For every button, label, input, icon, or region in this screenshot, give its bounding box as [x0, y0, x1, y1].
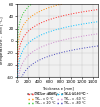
Y-axis label: Temperature - T$_{min}$ [°C]: Temperature - T$_{min}$ [°C]: [0, 16, 6, 66]
Legend: TK₂₇ = -20 °C, TK₂₇ = 0 °C, TK₂₇ = 20 °C, TK₂₇ = -40 °C, TK₂₇ = -60 °C, TK₂₇ = -: TK₂₇ = -20 °C, TK₂₇ = 0 °C, TK₂₇ = 20 °C…: [28, 92, 86, 105]
X-axis label: Thickness e [mm]
a = 0.75ε²·σEd/fy ; α = 4·10⁻⁵ °C⁻¹: Thickness e [mm] a = 0.75ε²·σEd/fy ; α =…: [27, 86, 88, 96]
